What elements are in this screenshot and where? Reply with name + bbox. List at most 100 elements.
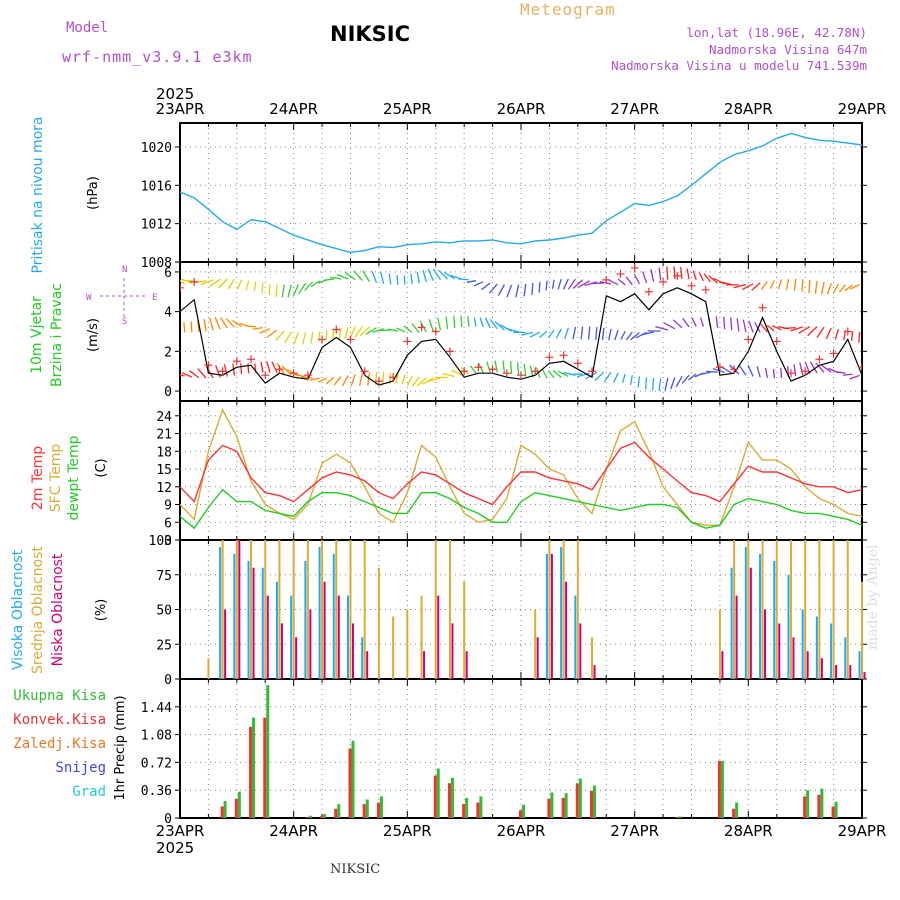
- ytick-label: 25: [156, 638, 172, 653]
- ytick-label: 1012: [141, 218, 172, 233]
- wind-arrow: [284, 331, 292, 344]
- gust-marker: [815, 355, 824, 364]
- wind-arrow: [580, 326, 584, 340]
- wind-arrow: [227, 278, 236, 290]
- wind-arrow: [798, 325, 811, 334]
- gust-marker: [204, 361, 213, 370]
- wind-arrow: [850, 331, 854, 341]
- wind-arrow: [406, 375, 413, 386]
- gust-marker: [786, 369, 795, 378]
- gust-marker: [180, 283, 184, 292]
- wind-arrow: [664, 377, 669, 391]
- wind-arrow: [438, 269, 449, 280]
- wind-arrow: [298, 282, 307, 294]
- wind-arrow: [336, 273, 349, 280]
- wind-arrow: [183, 322, 186, 333]
- wind-arrow: [478, 363, 484, 373]
- wind-arrow: [324, 278, 334, 281]
- precip-bar: [675, 817, 679, 818]
- wind-arrow: [332, 329, 335, 339]
- gust-marker: [673, 271, 682, 280]
- ytick-label: 1016: [141, 179, 172, 194]
- wind-arrow: [261, 282, 264, 294]
- gust-marker: [289, 369, 298, 378]
- wind-arrow: [275, 284, 278, 297]
- gust-marker: [588, 367, 597, 376]
- wind-arrow: [506, 284, 513, 298]
- day-label-top: 23APR: [156, 100, 205, 118]
- precip-bar: [223, 801, 227, 818]
- wind-arrow: [460, 315, 463, 328]
- wind-arrow: [564, 327, 569, 340]
- day-label-top: 28APR: [724, 100, 773, 118]
- coordinates: lon,lat (18.96E, 42.78N): [686, 25, 867, 40]
- wind-arrow: [747, 365, 754, 377]
- wind-arrow: [658, 378, 662, 392]
- wind-arrow: [736, 318, 740, 332]
- wind-arrow: [372, 328, 384, 334]
- wind-arrow: [703, 273, 711, 283]
- meteogram-label: Meteogram: [520, 0, 616, 19]
- precip-bar: [678, 816, 682, 818]
- wind-arrow: [741, 283, 754, 291]
- wind-arrow: [382, 372, 385, 385]
- wind-arrow: [354, 326, 363, 338]
- wind-arrow: [344, 271, 356, 281]
- wind-arrow: [567, 278, 576, 290]
- wind-arrow: [629, 375, 633, 386]
- wind-arrow: [281, 284, 285, 298]
- wind-arrow: [214, 317, 221, 330]
- precip-bar: [237, 791, 241, 818]
- station-title: NIKSIC: [330, 22, 411, 46]
- wind-arrow: [266, 329, 278, 338]
- wind-arrow: [764, 367, 768, 379]
- wind-arrow: [617, 278, 626, 286]
- wind-arrow: [538, 281, 541, 293]
- wind-arrow: [310, 332, 314, 344]
- wind-arrow: [181, 278, 193, 284]
- wind-arrow: [799, 362, 804, 376]
- gust-marker: [232, 357, 241, 366]
- precip-bar: [717, 760, 721, 818]
- gust-marker: [417, 323, 426, 332]
- gust-marker: [261, 371, 270, 380]
- wind-arrow: [451, 369, 463, 376]
- wind-arrow: [756, 366, 761, 378]
- ytick-label: 9: [164, 499, 172, 514]
- wind-arrow: [523, 363, 527, 377]
- wind-arrow: [318, 377, 328, 383]
- wind-arrow: [437, 317, 442, 331]
- wind-arrow: [365, 327, 377, 335]
- precip-bar: [305, 817, 309, 818]
- wind-arrow: [625, 276, 633, 285]
- wind-arrow: [219, 317, 228, 329]
- wind-arrow: [630, 331, 640, 341]
- precip-bar: [564, 793, 568, 818]
- wind-arrow: [557, 370, 569, 377]
- wind-arrow: [218, 278, 228, 289]
- wind-arrow: [371, 270, 378, 284]
- temp-2m-line: [180, 441, 862, 506]
- compass-cross: [100, 278, 148, 318]
- gust-marker: [332, 325, 341, 334]
- wind-arrow: [445, 316, 449, 330]
- wind-arrow: [432, 268, 442, 281]
- ytick-label: 0: [164, 673, 172, 688]
- wind-arrow: [473, 281, 484, 287]
- wind-arrow: [516, 362, 520, 376]
- precip-bar: [547, 798, 551, 818]
- wind-arrow: [318, 331, 321, 342]
- gust-marker: [616, 269, 625, 278]
- cloud-title-0: Visoka Oblacnost: [10, 549, 26, 670]
- precip-unit: 1hr Precip (mm): [113, 695, 128, 800]
- wind-arrow: [793, 278, 797, 291]
- wind-south: S: [122, 317, 127, 327]
- wind-arrow: [180, 279, 186, 285]
- wind-arrow: [551, 279, 555, 290]
- precip-bar: [834, 801, 838, 818]
- cloud-title-1: Srednja Oblacnost: [30, 546, 46, 674]
- precip-bar: [820, 788, 824, 818]
- wind-arrow: [633, 273, 640, 285]
- wind-arrow: [738, 364, 747, 376]
- day-label-bottom: 23APR: [156, 822, 205, 840]
